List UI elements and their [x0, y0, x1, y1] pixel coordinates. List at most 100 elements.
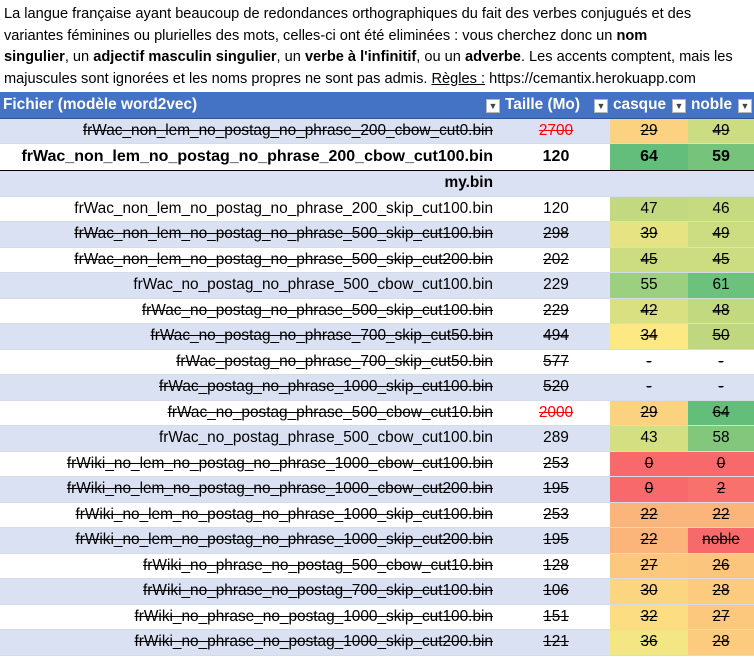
cell-casque[interactable]: 55 [610, 272, 688, 299]
cell-size[interactable]: 195 [502, 476, 610, 503]
cell-casque[interactable]: 64 [610, 143, 688, 171]
cell-noble[interactable]: 64 [688, 400, 754, 426]
cell-file[interactable]: frWac_non_lem_no_postag_no_phrase_200_sk… [0, 196, 502, 222]
cell-casque[interactable]: 47 [610, 196, 688, 222]
dropdown-filter-icon[interactable]: ▼ [672, 99, 686, 113]
cell-noble[interactable]: 22 [688, 502, 754, 528]
cell-noble[interactable]: 50 [688, 323, 754, 350]
cell-noble[interactable]: 45 [688, 247, 754, 273]
cell-noble[interactable]: 59 [688, 143, 754, 171]
cell-size[interactable]: 520 [502, 374, 610, 401]
cell-size[interactable]: 120 [502, 196, 610, 222]
cell-file[interactable]: frWac_postag_no_phrase_700_skip_cut50.bi… [0, 349, 502, 375]
cell-noble[interactable]: 48 [688, 298, 754, 324]
cell-size[interactable]: 494 [502, 323, 610, 350]
table-row: frWac_no_postag_phrase_500_cbow_cut10.bi… [0, 400, 754, 426]
cell-casque-value: 22 [640, 505, 658, 523]
cell-size[interactable]: 253 [502, 502, 610, 528]
cell-file[interactable]: my.bin [0, 170, 502, 197]
cell-casque[interactable]: 29 [610, 400, 688, 426]
cell-size[interactable]: 128 [502, 553, 610, 579]
cell-size[interactable]: 120 [502, 143, 610, 171]
cell-noble[interactable]: 49 [688, 118, 754, 144]
cell-noble[interactable]: 46 [688, 196, 754, 222]
cell-casque[interactable]: 32 [610, 604, 688, 630]
cell-noble[interactable]: 28 [688, 578, 754, 605]
cell-size[interactable]: 195 [502, 527, 610, 554]
cell-size[interactable]: 121 [502, 629, 610, 656]
cell-file[interactable]: frWiki_no_lem_no_postag_no_phrase_1000_s… [0, 527, 502, 554]
cell-casque[interactable]: 0 [610, 451, 688, 477]
cell-file[interactable]: frWiki_no_phrase_no_postag_1000_skip_cut… [0, 604, 502, 630]
cell-file[interactable]: frWiki_no_lem_no_postag_no_phrase_1000_c… [0, 451, 502, 477]
cell-size[interactable]: 298 [502, 221, 610, 248]
cell-casque[interactable]: 39 [610, 221, 688, 248]
cell-file[interactable]: frWiki_no_phrase_no_postag_1000_skip_cut… [0, 629, 502, 656]
cell-file[interactable]: frWac_non_lem_no_postag_no_phrase_500_sk… [0, 247, 502, 273]
cell-file[interactable]: frWac_non_lem_no_postag_no_phrase_200_cb… [0, 143, 502, 171]
cell-size-value: 120 [542, 148, 570, 165]
cell-size[interactable]: 106 [502, 578, 610, 605]
cell-casque[interactable]: - [610, 349, 688, 375]
table-row: frWiki_no_lem_no_postag_no_phrase_1000_c… [0, 476, 754, 503]
cell-size-value: 520 [543, 378, 569, 396]
cell-noble[interactable]: 61 [688, 272, 754, 299]
cell-size[interactable]: 229 [502, 298, 610, 324]
cell-noble[interactable]: 2 [688, 476, 754, 503]
cell-noble[interactable]: - [688, 374, 754, 401]
cell-noble[interactable]: 28 [688, 629, 754, 656]
cell-casque-value: 42 [640, 301, 658, 319]
cell-file[interactable]: frWac_no_postag_no_phrase_500_cbow_cut10… [0, 272, 502, 299]
cell-file[interactable]: frWiki_no_phrase_no_postag_500_cbow_cut1… [0, 553, 502, 579]
cell-file[interactable]: frWac_no_postag_no_phrase_500_skip_cut10… [0, 298, 502, 324]
cell-casque[interactable]: 34 [610, 323, 688, 350]
cell-casque[interactable]: 45 [610, 247, 688, 273]
cell-casque[interactable]: 29 [610, 118, 688, 144]
cell-noble[interactable]: 0 [688, 451, 754, 477]
cell-noble[interactable]: 27 [688, 604, 754, 630]
cell-file[interactable]: frWac_no_postag_no_phrase_700_skip_cut50… [0, 323, 502, 350]
cell-size[interactable]: 289 [502, 425, 610, 452]
cell-noble[interactable]: noble [688, 527, 754, 554]
cell-casque[interactable]: 27 [610, 553, 688, 579]
cell-size[interactable]: 253 [502, 451, 610, 477]
cell-casque[interactable]: 22 [610, 527, 688, 554]
cell-file[interactable]: frWac_postag_no_phrase_1000_skip_cut100.… [0, 374, 502, 401]
cell-casque[interactable] [610, 170, 688, 197]
cell-size[interactable]: 2700 [502, 118, 610, 144]
cell-size[interactable]: 577 [502, 349, 610, 375]
cell-casque[interactable]: 43 [610, 425, 688, 452]
cell-noble[interactable]: 26 [688, 553, 754, 579]
intro-text-segment: variantes féminines ou plurielles des mo… [4, 27, 617, 44]
cell-file-value: frWac_non_lem_no_postag_no_phrase_200_cb… [21, 148, 493, 165]
cell-size[interactable] [502, 170, 610, 197]
cell-noble[interactable]: 49 [688, 221, 754, 248]
cell-size[interactable]: 151 [502, 604, 610, 630]
dropdown-filter-icon[interactable]: ▼ [738, 99, 752, 113]
cell-casque[interactable]: 30 [610, 578, 688, 605]
cell-casque[interactable]: 22 [610, 502, 688, 528]
cell-file[interactable]: frWiki_no_lem_no_postag_no_phrase_1000_s… [0, 502, 502, 528]
intro-line-2: variantes féminines ou plurielles des mo… [4, 26, 748, 48]
cell-casque[interactable]: 42 [610, 298, 688, 324]
rules-label: Règles : [431, 70, 486, 87]
cell-casque[interactable]: - [610, 374, 688, 401]
cell-casque-value: 64 [640, 148, 658, 165]
cell-casque[interactable]: 0 [610, 476, 688, 503]
cell-noble[interactable]: 58 [688, 425, 754, 452]
dropdown-filter-icon[interactable]: ▼ [486, 99, 500, 113]
cell-file[interactable]: frWac_no_postag_phrase_500_cbow_cut100.b… [0, 425, 502, 452]
cell-file[interactable]: frWac_non_lem_no_postag_no_phrase_500_sk… [0, 221, 502, 248]
cell-noble[interactable] [688, 170, 754, 197]
dropdown-filter-icon[interactable]: ▼ [594, 99, 608, 113]
cell-file[interactable]: frWac_non_lem_no_postag_no_phrase_200_cb… [0, 118, 502, 144]
cell-size[interactable]: 202 [502, 247, 610, 273]
cell-size-value: 195 [543, 531, 569, 549]
cell-size[interactable]: 2000 [502, 400, 610, 426]
cell-noble[interactable]: - [688, 349, 754, 375]
cell-size[interactable]: 229 [502, 272, 610, 299]
cell-file[interactable]: frWiki_no_phrase_no_postag_700_skip_cut1… [0, 578, 502, 605]
cell-casque[interactable]: 36 [610, 629, 688, 656]
cell-file[interactable]: frWiki_no_lem_no_postag_no_phrase_1000_c… [0, 476, 502, 503]
cell-file[interactable]: frWac_no_postag_phrase_500_cbow_cut10.bi… [0, 400, 502, 426]
